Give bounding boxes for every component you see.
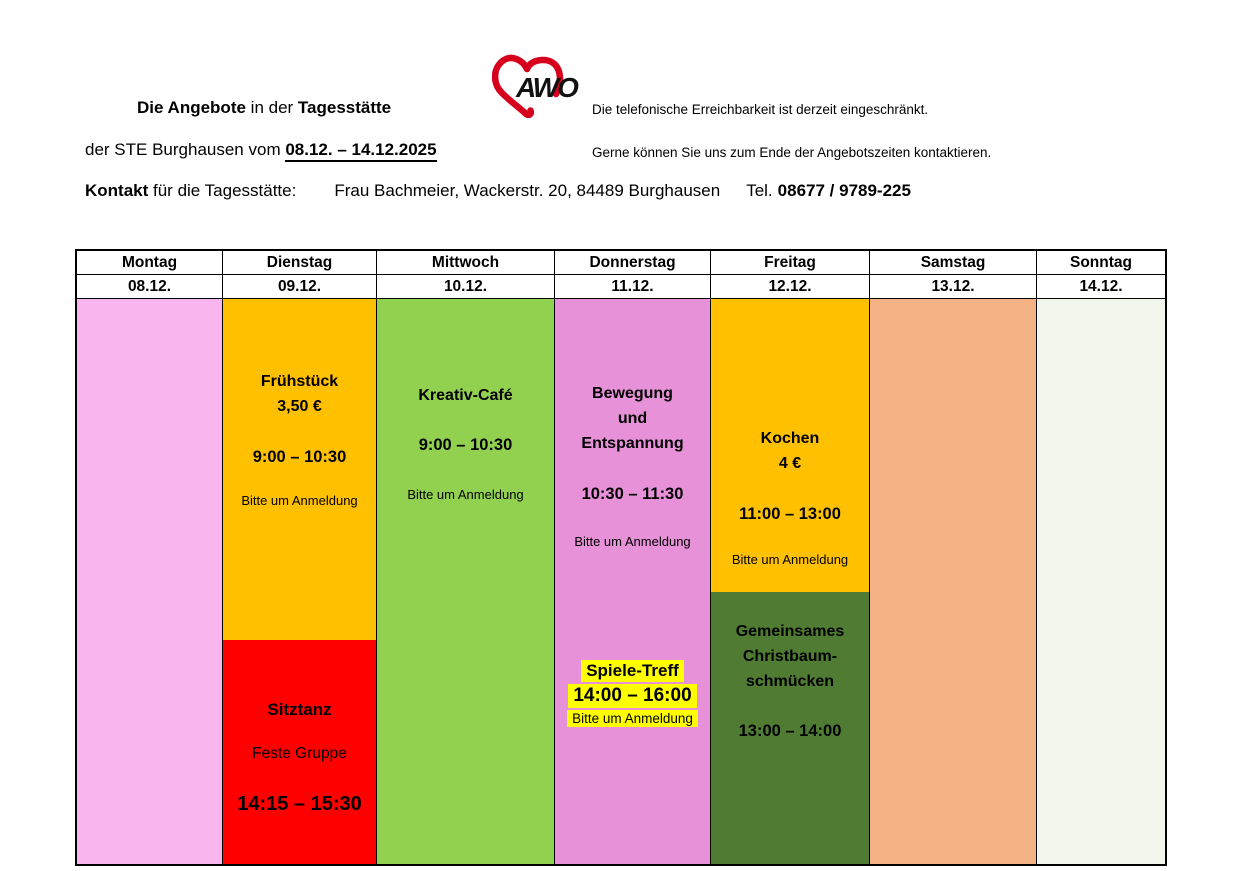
phone-notice-line2: Gerne können Sie uns zum Ende der Angebo… [592,145,992,160]
date-header-montag: 08.12. [77,275,223,299]
event-note: Bitte um Anmeldung [407,487,524,502]
contact-label-rest: für die Tagesstätte: [148,181,297,200]
event-price: 3,50 € [277,398,322,415]
contact-label: Kontakt für die Tagesstätte: [85,181,296,200]
event-group: Feste Gruppe [252,745,347,762]
event-time: 11:00 – 13:00 [739,505,841,523]
montag-empty-cell [77,299,222,864]
event-time: 10:30 – 11:30 [581,485,684,503]
contact-phone-label: Tel. [746,181,773,200]
event-kreativ-cafe: Kreativ-Café 9:00 – 10:30 Bitte um Anmel… [377,299,554,864]
highlight-note-row: Bitte um Anmeldung [555,710,710,728]
contact-label-bold: Kontakt [85,181,149,200]
date-header-mittwoch: 10.12. [377,275,555,299]
event-note: Bitte um Anmeldung [731,552,849,567]
event-time: 13:00 – 14:00 [738,722,842,740]
day-header-sonntag: Sonntag [1037,251,1165,275]
day-header-samstag: Samstag [870,251,1037,275]
event-title: Spiele-Treff [581,660,684,682]
weekly-schedule-table: Montag Dienstag Mittwoch Donnerstag Frei… [75,249,1167,866]
contact-phone: Tel. 08677 / 9789-225 [746,181,911,200]
event-spiele-treff: Spiele-Treff 14:00 – 16:00 Bitte um Anme… [555,660,710,728]
event-price: 4 € [778,455,802,472]
phone-notice-line1: Die telefonische Erreichbarkeit ist derz… [592,102,929,117]
day-header-dienstag: Dienstag [223,251,377,275]
day-header-mittwoch: Mittwoch [377,251,555,275]
event-title-line1: Gemeinsames [735,623,845,640]
column-mittwoch: Kreativ-Café 9:00 – 10:30 Bitte um Anmel… [377,299,555,864]
date-header-freitag: 12.12. [711,275,870,299]
event-title-line3: Entspannung [581,435,684,452]
column-montag [77,299,223,864]
event-title-line3: schmücken [745,673,835,690]
event-time: 9:00 – 10:30 [418,436,513,454]
date-header-dienstag: 09.12. [223,275,377,299]
event-title-line2: und [617,410,648,427]
event-title: Sitztanz [267,700,332,719]
date-header-donnerstag: 11.12. [555,275,711,299]
awo-logo: AWO [491,52,607,120]
day-header-montag: Montag [77,251,223,275]
doc-subtitle: der STE Burghausen vom 08.12. – 14.12.20… [85,140,437,162]
column-donnerstag: Bewegung und Entspannung 10:30 – 11:30 B… [555,299,711,864]
contact-phone-number: 08677 / 9789-225 [777,181,911,200]
sonntag-empty-cell [1037,299,1165,864]
column-sonntag [1037,299,1165,864]
event-note: Bitte um Anmeldung [241,493,358,508]
event-title-line1: Bewegung [592,385,673,402]
contact-person: Frau Bachmeier, Wackerstr. 20, 84489 Bur… [334,181,721,200]
event-note: Bitte um Anmeldung [567,710,698,727]
date-header-samstag: 13.12. [870,275,1037,299]
event-title: Kochen [760,430,820,447]
event-time: 14:15 – 15:30 [237,793,362,815]
column-freitag: Kochen 4 € 11:00 – 13:00 Bitte um Anmeld… [711,299,870,864]
event-kochen: Kochen 4 € 11:00 – 13:00 Bitte um Anmeld… [711,299,869,592]
event-sitztanz: Sitztanz Feste Gruppe 14:15 – 15:30 [223,640,376,864]
column-dienstag: Frühstück 3,50 € 9:00 – 10:30 Bitte um A… [223,299,377,864]
date-header-sonntag: 14.12. [1037,275,1165,299]
event-bewegung-und-entspannung: Bewegung und Entspannung 10:30 – 11:30 B… [555,299,710,864]
event-title-line2: Christbaum- [742,648,838,665]
day-header-donnerstag: Donnerstag [555,251,711,275]
highlight-title-row: Spiele-Treff [555,660,710,682]
event-title: Kreativ-Café [418,387,513,404]
day-header-freitag: Freitag [711,251,870,275]
event-christbaum-schmuecken: Gemeinsames Christbaum- schmücken 13:00 … [711,592,869,864]
doc-title-bold1: Die Angebote [137,98,246,117]
heart-icon [491,54,564,119]
logo-text: AWO [515,72,579,103]
event-title: Frühstück [260,373,339,390]
samstag-empty-cell [870,299,1036,864]
doc-title-mid: in der [245,98,298,117]
subtitle-prefix: der STE Burghausen vom [85,140,286,159]
event-fruehstueck: Frühstück 3,50 € 9:00 – 10:30 Bitte um A… [223,299,376,640]
column-samstag [870,299,1037,864]
doc-title: Die Angebote in der Tagesstätte [137,98,391,118]
subtitle-date-range: 08.12. – 14.12.2025 [285,140,437,162]
event-time: 14:00 – 16:00 [568,684,697,708]
doc-title-bold2: Tagesstätte [297,98,392,117]
contact-line: Kontakt für die Tagesstätte: Frau Bachmei… [85,181,911,201]
event-note: Bitte um Anmeldung [574,534,691,549]
event-time: 9:00 – 10:30 [252,448,347,466]
highlight-time-row: 14:00 – 16:00 [555,684,710,708]
